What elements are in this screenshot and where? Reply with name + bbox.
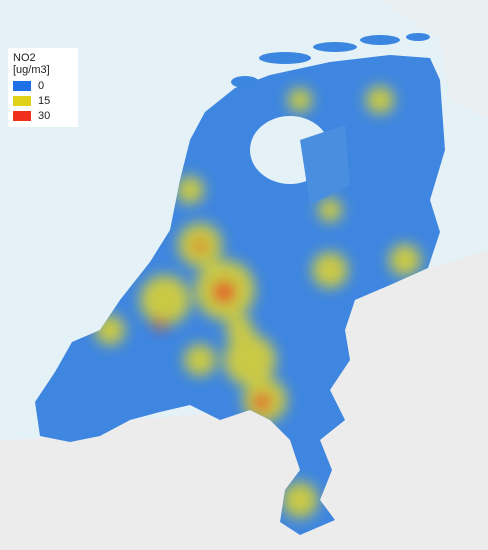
legend-item: 30 [13, 108, 73, 123]
wadden-islands [231, 33, 430, 88]
legend-swatch [13, 80, 31, 91]
legend-item: 15 [13, 93, 73, 108]
legend-item: 0 [13, 78, 73, 93]
legend-label: 30 [38, 109, 51, 122]
legend-swatch [13, 110, 31, 121]
legend: NO2 [ug/m3] 0 15 30 [8, 48, 78, 127]
land-outside [0, 250, 488, 550]
legend-label: 15 [38, 94, 51, 107]
legend-label: 0 [38, 79, 45, 92]
land-outside [380, 0, 488, 120]
legend-swatch [13, 95, 31, 106]
legend-title: NO2 [ug/m3] [13, 52, 50, 76]
flevoland [300, 125, 350, 205]
